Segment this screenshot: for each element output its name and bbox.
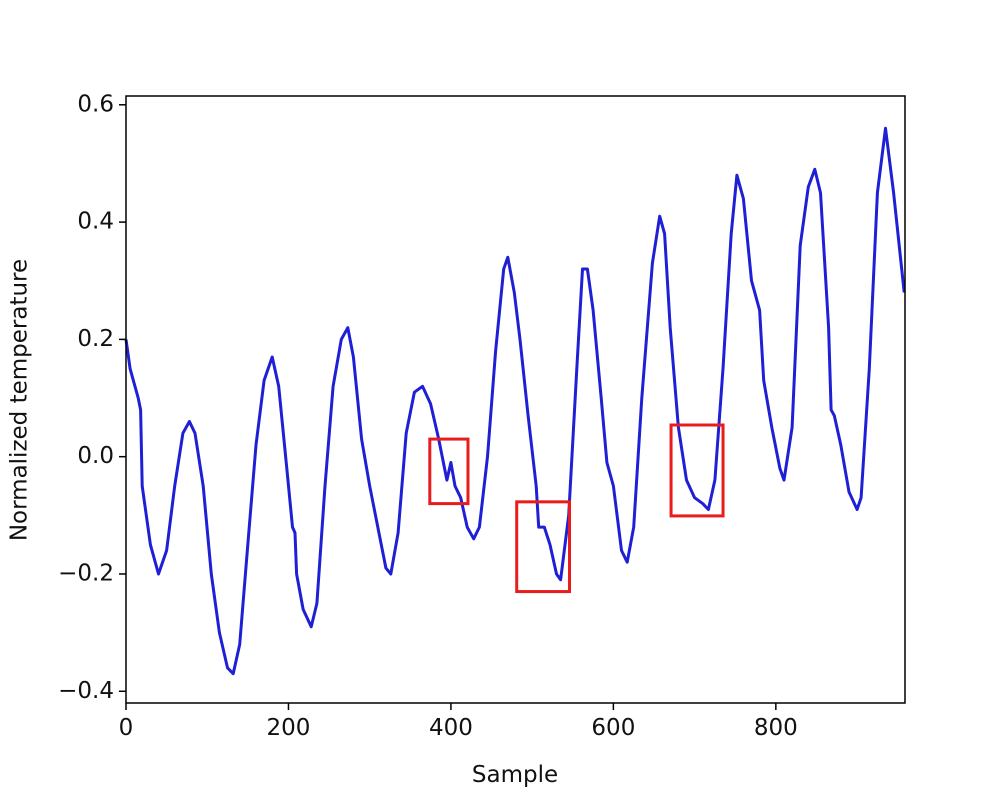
highlight-box <box>515 500 572 594</box>
x-tick-label: 800 <box>754 715 798 741</box>
x-tick-label: 0 <box>119 715 134 741</box>
x-axis-label: Sample <box>472 762 558 788</box>
x-tick-label: 200 <box>267 715 311 741</box>
line <box>124 126 906 676</box>
y-tick-label: −0.4 <box>58 678 114 704</box>
y-tick-label: 0.0 <box>77 443 114 469</box>
y-axis-label: Normalized temperature <box>7 259 33 541</box>
y-tick-label: 0.6 <box>77 91 114 117</box>
highlight-box <box>669 423 725 518</box>
highlight-box <box>428 437 470 506</box>
plot-frame <box>125 95 906 704</box>
x-tick-label: 400 <box>429 715 473 741</box>
y-tick-label: −0.2 <box>58 560 114 586</box>
y-tick-label: 0.2 <box>77 326 114 352</box>
x-tick-label: 600 <box>591 715 635 741</box>
y-tick-label: 0.4 <box>77 209 114 235</box>
